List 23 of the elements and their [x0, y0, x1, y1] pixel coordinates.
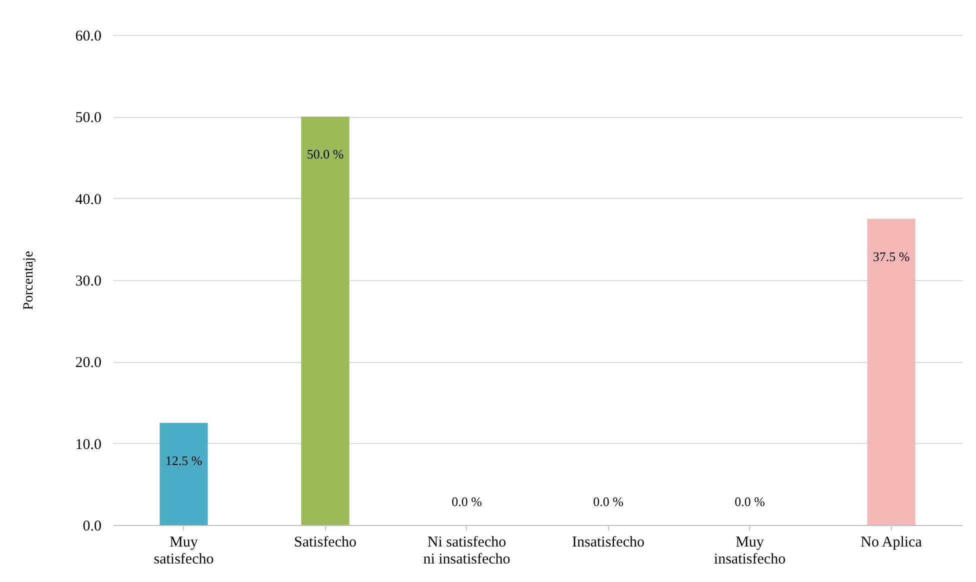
y-tick-label: 40.0 — [75, 192, 102, 208]
data-label: 0.0 % — [593, 494, 624, 509]
x-tick-label: Muy satisfecho — [154, 534, 214, 568]
y-tick-label: 10.0 — [75, 436, 102, 453]
y-tick-label: 50.0 — [75, 110, 102, 126]
y-tick-label: 0.0 — [82, 518, 102, 534]
data-label: 0.0 % — [452, 494, 482, 509]
bar — [160, 422, 208, 525]
data-label: 12.5 % — [165, 452, 202, 468]
data-label: 0.0 % — [734, 494, 766, 509]
x-tick-label: Muy insatisfecho — [714, 534, 786, 568]
y-tick-label: 20.0 — [75, 355, 102, 372]
x-tick-label: Satisfecho — [294, 534, 356, 550]
x-tick-label: Ni satisfecho ni insatisfecho — [423, 534, 510, 568]
data-label: 37.5 % — [872, 248, 910, 264]
y-tick-label: 60.0 — [75, 28, 102, 44]
x-tick-label: Insatisfecho — [572, 534, 644, 550]
x-tick-label: No Aplica — [860, 534, 922, 550]
data-label: 50.0 % — [306, 146, 344, 162]
y-tick-label: 30.0 — [75, 274, 102, 290]
y-axis-title: Porcentaje — [21, 250, 36, 310]
bar — [867, 218, 916, 525]
bar — [301, 116, 350, 525]
